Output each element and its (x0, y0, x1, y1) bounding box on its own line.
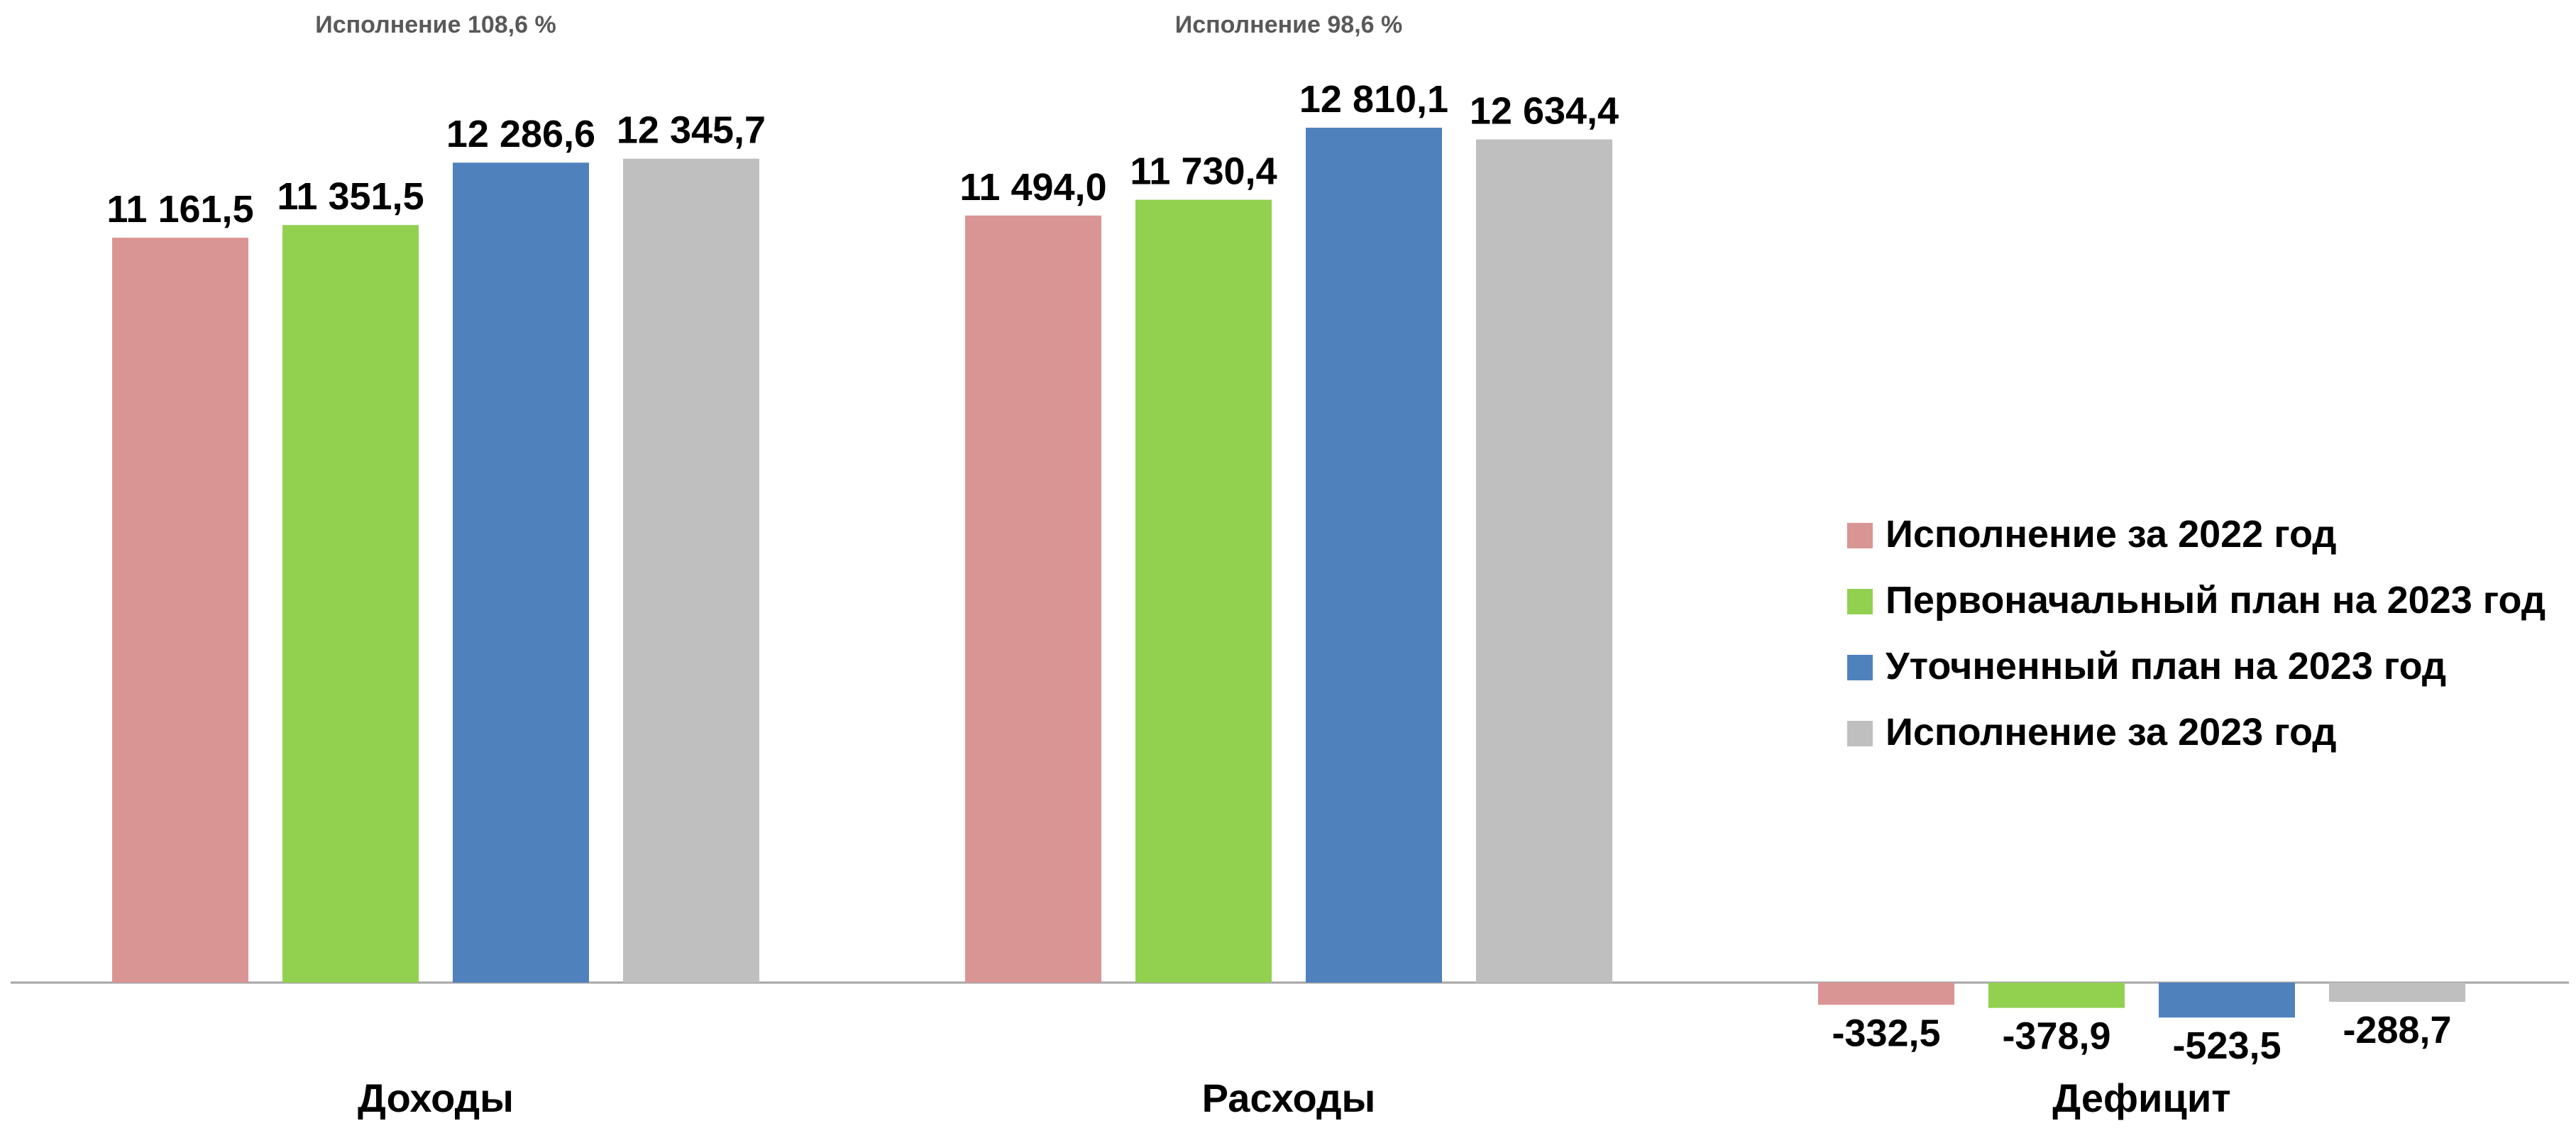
legend-label-3: Уточненный план на 2023 год (1886, 645, 2446, 687)
bars-group (112, 128, 2465, 1018)
annotation-label-1: Исполнение 108,6 % (315, 11, 556, 38)
annotation-label-2: Исполнение 98,6 % (1175, 11, 1403, 38)
legend-swatch-4 (1847, 721, 1873, 746)
value-label-1-4: 12 345,7 (617, 109, 766, 152)
legend: Исполнение за 2022 год Первоначальный пла… (1847, 513, 2545, 753)
category-label-1: Доходы (358, 1076, 514, 1120)
value-label-3-4: -288,7 (2343, 1009, 2451, 1051)
bar-2-2 (1135, 199, 1272, 983)
category-labels-group: Доходы Расходы Дефицит (358, 1076, 2231, 1120)
legend-label-1: Исполнение за 2022 год (1886, 513, 2337, 556)
bar-3-3 (2159, 983, 2295, 1018)
value-label-2-1: 11 494,0 (959, 166, 1106, 209)
bar-2-1 (965, 215, 1101, 983)
annotations-group: Исполнение 108,6 % Исполнение 98,6 % (315, 11, 1402, 38)
category-label-2: Расходы (1202, 1076, 1376, 1120)
bar-1-2 (282, 225, 419, 983)
bar-3-4 (2329, 983, 2465, 1002)
value-label-3-1: -332,5 (1832, 1012, 1940, 1054)
value-label-3-2: -378,9 (2002, 1015, 2110, 1058)
bar-3-2 (1988, 983, 2125, 1008)
value-label-2-3: 12 810,1 (1299, 78, 1448, 121)
legend-swatch-2 (1847, 589, 1873, 614)
value-labels-group: 11 161,5 11 351,5 12 286,6 12 345,7 11 494,0… (106, 78, 2451, 1067)
value-label-2-2: 11 730,4 (1130, 150, 1277, 193)
bar-1-1 (112, 238, 248, 983)
legend-swatch-3 (1847, 655, 1873, 680)
bar-1-4 (623, 158, 759, 983)
bar-2-4 (1476, 139, 1612, 983)
value-label-1-3: 12 286,6 (446, 113, 595, 155)
value-label-1-2: 11 351,5 (277, 175, 424, 218)
value-label-1-1: 11 161,5 (106, 188, 253, 231)
bar-3-1 (1818, 983, 1954, 1005)
category-label-3: Дефицит (2052, 1076, 2230, 1120)
bar-2-3 (1306, 128, 1442, 983)
legend-label-2: Первоначальный план на 2023 год (1886, 579, 2545, 621)
value-label-3-3: -523,5 (2172, 1024, 2281, 1067)
value-label-2-4: 12 634,4 (1470, 90, 1619, 133)
legend-swatch-1 (1847, 523, 1873, 548)
legend-label-4: Исполнение за 2023 год (1886, 711, 2337, 753)
bar-1-3 (453, 162, 589, 983)
